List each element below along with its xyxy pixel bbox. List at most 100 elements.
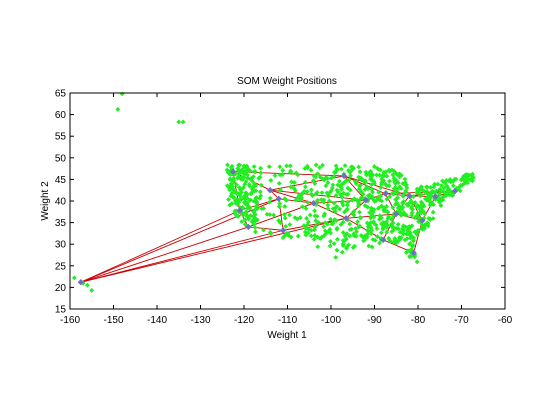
data-point (327, 226, 333, 232)
data-point (240, 205, 246, 211)
data-point (334, 167, 340, 173)
data-point (242, 181, 248, 187)
data-point (395, 221, 401, 227)
data-point (458, 182, 464, 188)
data-point (426, 216, 432, 221)
data-point (316, 220, 321, 225)
data-point (241, 163, 247, 169)
data-point (377, 197, 382, 203)
data-point (374, 226, 380, 232)
data-point (247, 183, 253, 189)
data-point (377, 216, 382, 222)
data-point (310, 177, 316, 183)
data-point (313, 174, 319, 180)
data-point (297, 215, 303, 220)
data-point (347, 227, 353, 233)
data-point (386, 168, 392, 174)
data-point (342, 233, 348, 239)
data-point (279, 172, 285, 178)
data-point (355, 219, 361, 225)
y-tick-label: 60 (55, 110, 67, 121)
y-tick-label: 50 (55, 153, 67, 164)
data-point (414, 230, 419, 236)
data-point (287, 212, 292, 218)
data-point (400, 193, 406, 199)
data-point (277, 201, 283, 206)
data-point (391, 175, 397, 181)
data-point (282, 196, 288, 202)
data-point (328, 188, 334, 194)
data-point (312, 181, 318, 186)
data-point (438, 203, 444, 209)
data-point (360, 191, 366, 197)
data-point (287, 163, 293, 169)
data-point (393, 240, 399, 246)
data-point (312, 227, 318, 233)
data-point (314, 189, 320, 195)
data-point (331, 241, 337, 247)
data-point (365, 231, 371, 237)
data-point (276, 204, 282, 209)
data-point (344, 231, 350, 237)
data-point (400, 200, 405, 206)
data-point (356, 164, 362, 170)
som-neurons (77, 168, 459, 286)
data-point (365, 228, 371, 234)
data-point (412, 200, 418, 205)
data-point (345, 199, 351, 205)
data-point (253, 183, 259, 188)
data-point (407, 235, 413, 241)
som-neuron (393, 210, 400, 218)
data-point (456, 185, 462, 191)
data-point (390, 205, 396, 210)
data-point (402, 176, 408, 182)
data-point (345, 202, 350, 208)
data-point (272, 173, 278, 179)
data-point (235, 202, 241, 208)
data-point (267, 229, 273, 235)
data-point (353, 226, 359, 231)
data-point (378, 193, 384, 199)
som-neuron (77, 279, 85, 286)
data-point (370, 189, 375, 195)
data-points (71, 91, 476, 293)
data-point (390, 191, 396, 197)
data-point (277, 220, 283, 226)
data-point (334, 204, 340, 209)
data-point (300, 204, 305, 210)
data-point (419, 204, 425, 210)
data-point (317, 174, 323, 180)
data-point (416, 219, 421, 225)
data-point (303, 226, 309, 231)
data-point (115, 107, 121, 112)
data-point (237, 170, 242, 176)
data-point (354, 229, 359, 235)
data-point (395, 195, 401, 201)
data-point (237, 175, 243, 180)
data-point (227, 202, 233, 208)
data-point (415, 214, 421, 220)
data-point (411, 235, 416, 241)
som-link (270, 189, 366, 201)
data-point (302, 166, 308, 171)
data-point (352, 179, 358, 185)
data-point (405, 227, 410, 233)
data-point (369, 182, 375, 187)
data-point (328, 175, 334, 181)
data-point (277, 164, 283, 170)
data-point (382, 205, 387, 211)
data-point (293, 170, 299, 176)
som-link (345, 199, 367, 219)
data-point (257, 174, 263, 180)
data-point (308, 233, 314, 239)
data-point (355, 203, 361, 209)
data-point (404, 201, 410, 207)
data-point (334, 187, 340, 193)
data-point (369, 194, 375, 200)
data-point (299, 191, 305, 197)
data-point (249, 186, 255, 192)
data-point (257, 189, 263, 195)
data-point (394, 189, 400, 195)
data-point (302, 229, 308, 235)
data-point (246, 216, 252, 222)
